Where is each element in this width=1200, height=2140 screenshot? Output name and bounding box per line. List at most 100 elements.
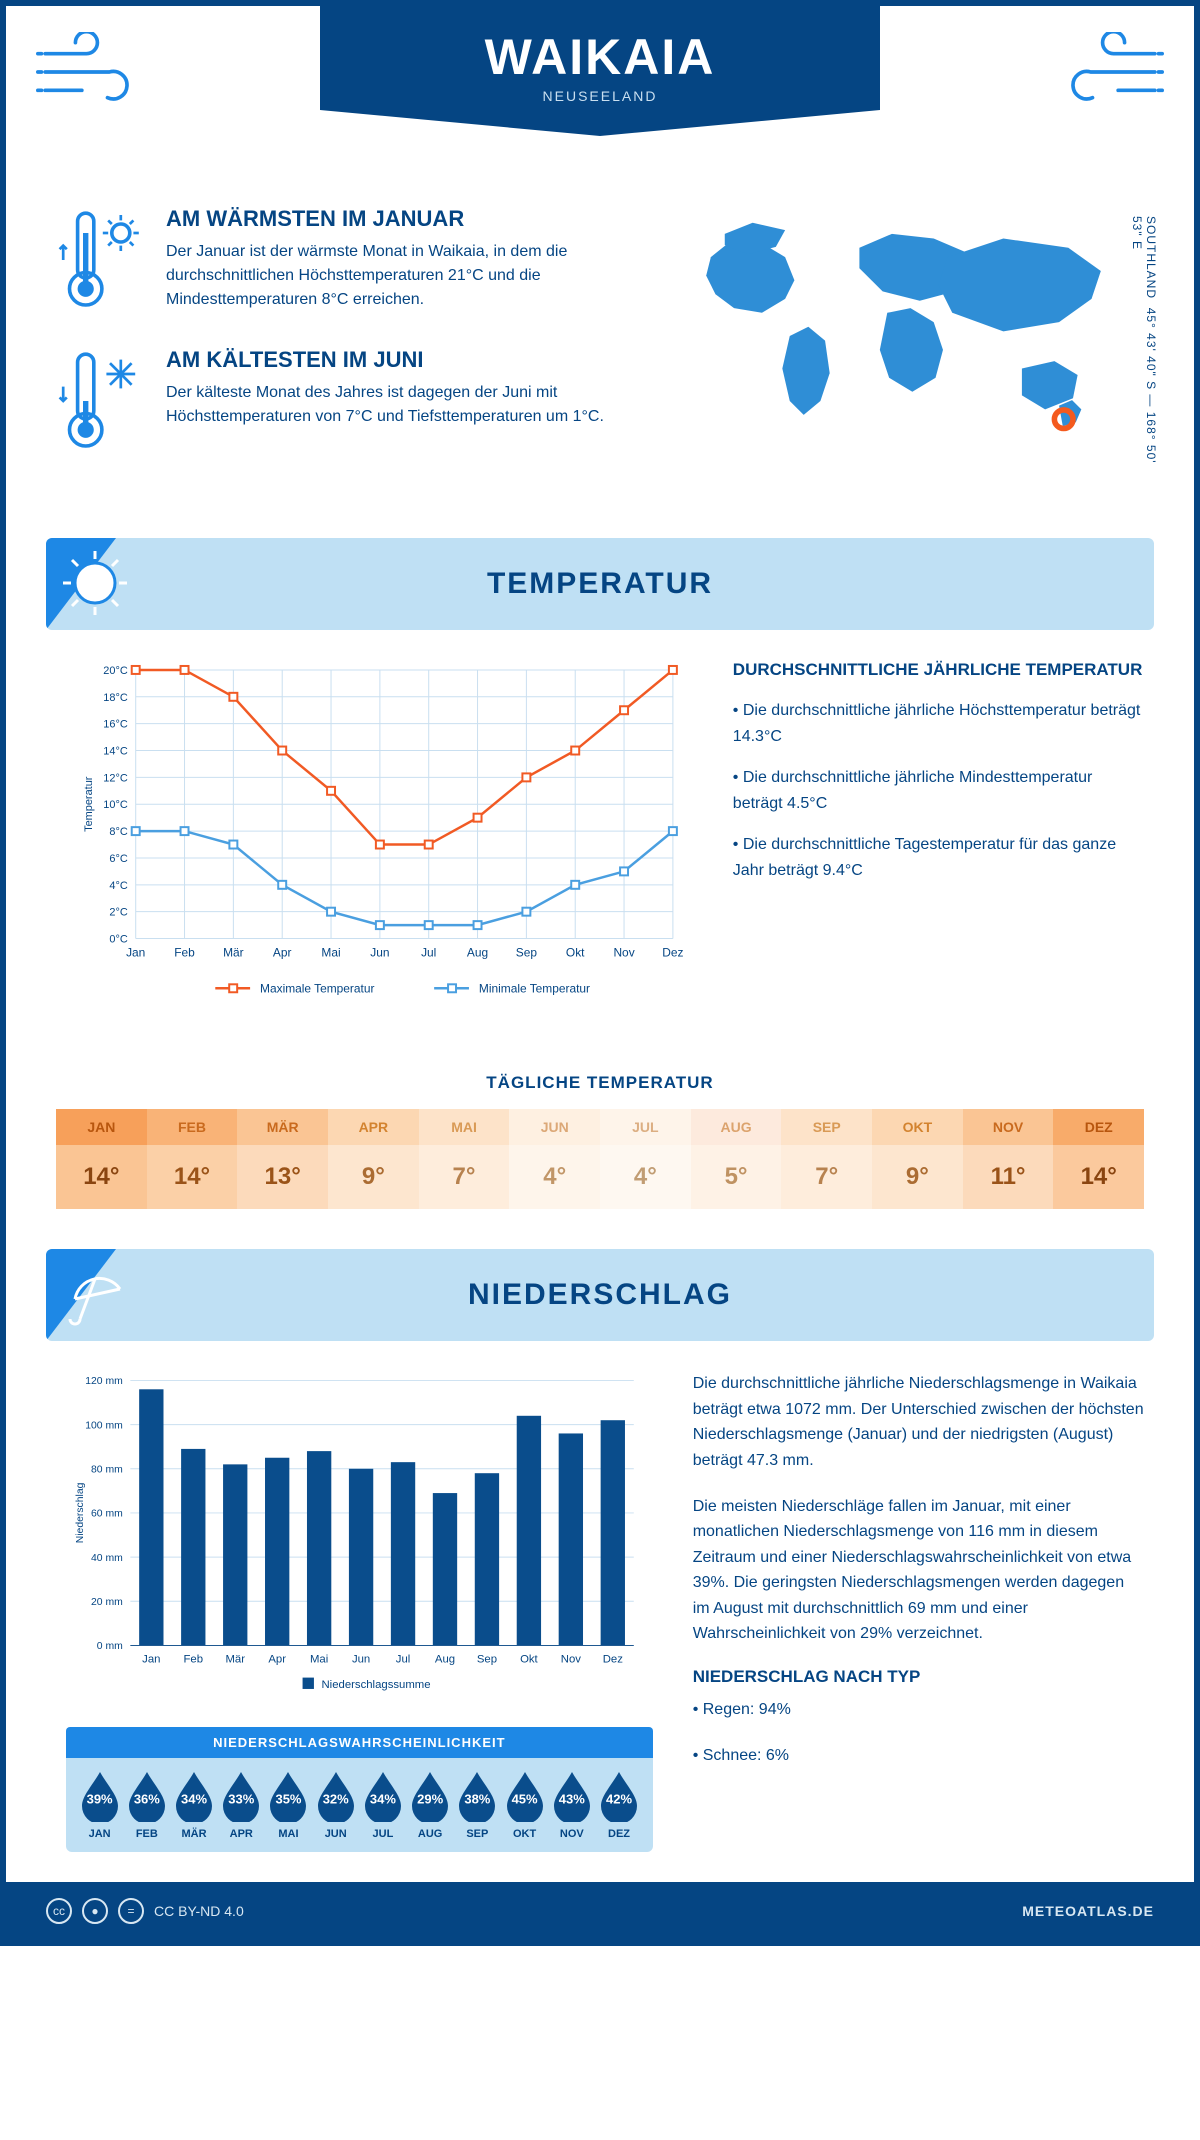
- precip-type-heading: NIEDERSCHLAG NACH TYP: [693, 1667, 1144, 1687]
- sun-icon: [60, 548, 130, 618]
- daily-temp-title: TÄGLICHE TEMPERATUR: [6, 1073, 1194, 1093]
- svg-text:Jul: Jul: [421, 945, 436, 959]
- svg-text:80 mm: 80 mm: [91, 1465, 123, 1476]
- svg-text:Jan: Jan: [126, 945, 145, 959]
- svg-text:Aug: Aug: [467, 945, 488, 959]
- svg-text:Apr: Apr: [273, 945, 292, 959]
- svg-text:60 mm: 60 mm: [91, 1509, 123, 1520]
- svg-text:Feb: Feb: [183, 1654, 203, 1666]
- temp-summary-b1: • Die durchschnittliche jährliche Höchst…: [733, 698, 1144, 749]
- header: WAIKAIA NEUSEELAND: [6, 6, 1194, 196]
- precipitation-title: NIEDERSCHLAG: [46, 1278, 1154, 1312]
- wind-icon-right: [1054, 32, 1164, 112]
- nd-icon: =: [118, 1898, 144, 1924]
- license-text: CC BY-ND 4.0: [154, 1903, 244, 1919]
- coldest-heading: AM KÄLTESTEN IM JUNI: [166, 347, 610, 373]
- probability-panel: NIEDERSCHLAGSWAHRSCHEINLICHKEIT 39%JAN36…: [66, 1727, 653, 1852]
- svg-text:Mai: Mai: [310, 1654, 328, 1666]
- precipitation-section-header: NIEDERSCHLAG: [46, 1249, 1154, 1341]
- month-cell: JUN4°: [509, 1109, 600, 1209]
- temp-summary-heading: DURCHSCHNITTLICHE JÄHRLICHE TEMPERATUR: [733, 660, 1144, 680]
- warmest-block: AM WÄRMSTEN IM JANUAR Der Januar ist der…: [56, 206, 610, 319]
- temp-summary-b3: • Die durchschnittliche Tagestemperatur …: [733, 832, 1144, 883]
- precip-type2: • Schnee: 6%: [693, 1743, 1144, 1769]
- precip-p1: Die durchschnittliche jährliche Niedersc…: [693, 1371, 1144, 1473]
- svg-text:40 mm: 40 mm: [91, 1553, 123, 1564]
- svg-text:Nov: Nov: [613, 945, 634, 959]
- probability-cell: 34%MÄR: [170, 1770, 217, 1840]
- month-cell: MAI7°: [419, 1109, 510, 1209]
- probability-cell: 42%DEZ: [595, 1770, 642, 1840]
- svg-text:Jan: Jan: [142, 1654, 160, 1666]
- precipitation-summary: Die durchschnittliche jährliche Niedersc…: [693, 1371, 1144, 1852]
- thermometer-snow-icon: [56, 347, 146, 460]
- probability-cell: 45%OKT: [501, 1770, 548, 1840]
- svg-text:16°C: 16°C: [103, 719, 128, 731]
- svg-text:20°C: 20°C: [103, 665, 128, 677]
- temperature-title: TEMPERATUR: [46, 567, 1154, 601]
- site-label: METEOATLAS.DE: [1022, 1903, 1154, 1919]
- probability-cell: 32%JUN: [312, 1770, 359, 1840]
- thermometer-sun-icon: [56, 206, 146, 319]
- svg-text:Jun: Jun: [352, 1654, 370, 1666]
- svg-text:Jul: Jul: [396, 1654, 411, 1666]
- svg-text:Okt: Okt: [520, 1654, 538, 1666]
- coordinates-label: SOUTHLAND 45° 43' 40" S — 168° 50' 53" E: [1130, 216, 1158, 488]
- month-cell: FEB14°: [147, 1109, 238, 1209]
- intro-row: AM WÄRMSTEN IM JANUAR Der Januar ist der…: [6, 196, 1194, 518]
- svg-text:Sep: Sep: [477, 1654, 497, 1666]
- svg-text:Dez: Dez: [662, 945, 683, 959]
- page-title: WAIKAIA: [320, 28, 880, 86]
- warmest-text: Der Januar ist der wärmste Monat in Waik…: [166, 240, 610, 312]
- temp-summary-b2: • Die durchschnittliche jährliche Mindes…: [733, 765, 1144, 816]
- probability-cell: 34%JUL: [359, 1770, 406, 1840]
- page-subtitle: NEUSEELAND: [320, 88, 880, 104]
- temperature-section-header: TEMPERATUR: [46, 538, 1154, 630]
- svg-text:Maximale Temperatur: Maximale Temperatur: [260, 981, 374, 995]
- svg-text:12°C: 12°C: [103, 772, 128, 784]
- svg-text:0 mm: 0 mm: [97, 1641, 123, 1652]
- by-icon: ●: [82, 1898, 108, 1924]
- svg-text:10°C: 10°C: [103, 799, 128, 811]
- probability-cell: 38%SEP: [454, 1770, 501, 1840]
- probability-cell: 39%JAN: [76, 1770, 123, 1840]
- svg-text:4°C: 4°C: [109, 880, 127, 892]
- month-cell: AUG5°: [691, 1109, 782, 1209]
- license-block: cc ● = CC BY-ND 4.0: [46, 1898, 244, 1924]
- svg-text:Feb: Feb: [174, 945, 195, 959]
- svg-text:Sep: Sep: [516, 945, 538, 959]
- temperature-summary: DURCHSCHNITTLICHE JÄHRLICHE TEMPERATUR •…: [733, 660, 1144, 1023]
- probability-cell: 36%FEB: [123, 1770, 170, 1840]
- svg-text:Niederschlagssumme: Niederschlagssumme: [321, 1679, 430, 1691]
- svg-text:Mär: Mär: [225, 1654, 245, 1666]
- month-cell: JUL4°: [600, 1109, 691, 1209]
- probability-cell: 33%APR: [218, 1770, 265, 1840]
- svg-text:Aug: Aug: [435, 1654, 455, 1666]
- svg-text:Niederschlag: Niederschlag: [75, 1483, 86, 1544]
- daily-temp-table: JAN14°FEB14°MÄR13°APR9°MAI7°JUN4°JUL4°AU…: [56, 1109, 1144, 1209]
- svg-text:120 mm: 120 mm: [85, 1376, 123, 1387]
- precip-p2: Die meisten Niederschläge fallen im Janu…: [693, 1494, 1144, 1648]
- warmest-heading: AM WÄRMSTEN IM JANUAR: [166, 206, 610, 232]
- umbrella-icon: [60, 1259, 130, 1329]
- coldest-block: AM KÄLTESTEN IM JUNI Der kälteste Monat …: [56, 347, 610, 460]
- month-cell: OKT9°: [872, 1109, 963, 1209]
- precipitation-bar-chart: 0 mm20 mm40 mm60 mm80 mm100 mm120 mmNied…: [66, 1371, 653, 1702]
- title-banner: WAIKAIA NEUSEELAND: [320, 6, 880, 136]
- svg-text:18°C: 18°C: [103, 692, 128, 704]
- svg-text:14°C: 14°C: [103, 746, 128, 758]
- svg-text:Mär: Mär: [223, 945, 244, 959]
- temperature-line-chart: 0°C2°C4°C6°C8°C10°C12°C14°C16°C18°C20°CJ…: [76, 660, 693, 1018]
- month-cell: NOV11°: [963, 1109, 1054, 1209]
- precip-type1: • Regen: 94%: [693, 1697, 1144, 1723]
- svg-text:2°C: 2°C: [109, 907, 127, 919]
- svg-text:Jun: Jun: [370, 945, 389, 959]
- svg-text:Okt: Okt: [566, 945, 585, 959]
- wind-icon-left: [36, 32, 146, 112]
- svg-text:0°C: 0°C: [109, 934, 127, 946]
- svg-text:6°C: 6°C: [109, 853, 127, 865]
- footer: cc ● = CC BY-ND 4.0 METEOATLAS.DE: [6, 1882, 1194, 1940]
- month-cell: MÄR13°: [237, 1109, 328, 1209]
- infographic-page: WAIKAIA NEUSEELAND AM WÄRMSTEN IM JANUAR…: [0, 0, 1200, 1946]
- month-cell: DEZ14°: [1053, 1109, 1144, 1209]
